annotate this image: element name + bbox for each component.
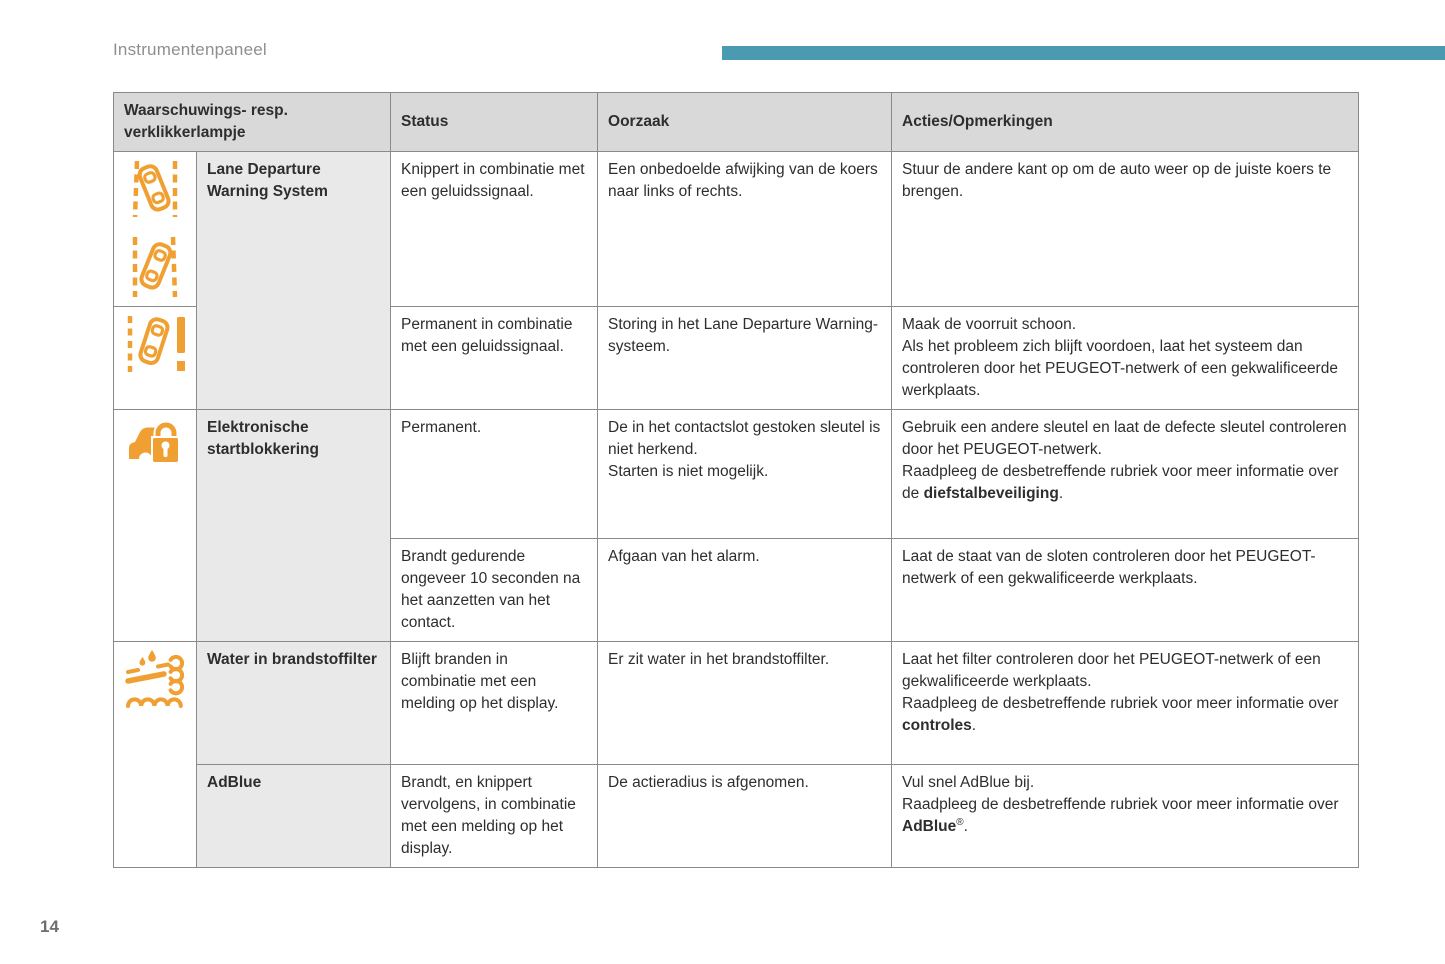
cause-text: Er zit water in het brandstoffilter. <box>608 651 830 668</box>
cell-lamp-icons <box>113 641 197 868</box>
cell-actions: Gebruik een andere sleutel en laat de de… <box>891 409 1360 539</box>
cell-lamp-icons <box>113 409 197 642</box>
actions-text: Maak de voorruit schoon. Als het problee… <box>902 316 1338 399</box>
status-text: Permanent in combinatie met een geluidss… <box>401 316 573 355</box>
lane-departure-fault-icon <box>127 316 185 372</box>
status-text: Blijft branden in combinatie met een mel… <box>401 651 559 712</box>
actions-text: Laat het filter controleren door het PEU… <box>902 651 1339 734</box>
table-row: Brandt gedurende ongeveer 10 seconden na… <box>114 538 1360 642</box>
cell-cause: Er zit water in het brandstoffilter. <box>597 641 893 765</box>
cell-actions: Laat de staat van de sloten controleren … <box>891 538 1360 642</box>
table-row: Water in brandstoffilter Blijft branden … <box>113 641 1360 868</box>
page-number: 14 <box>40 917 59 936</box>
lamp-name-label: Lane Departure Warning System <box>207 161 328 200</box>
status-text: Brandt gedurende ongeveer 10 seconden na… <box>401 548 581 631</box>
cell-status: Blijft branden in combinatie met een mel… <box>390 641 599 765</box>
actions-text: Stuur de andere kant op om de auto weer … <box>902 161 1332 200</box>
cause-text: De in het contactslot gestoken sleutel i… <box>608 419 881 480</box>
cell-status: Brandt gedurende ongeveer 10 seconden na… <box>390 538 599 642</box>
cause-text: Een onbedoelde afwijking van de koers na… <box>608 161 878 200</box>
col-header-status: Status <box>390 92 599 152</box>
actions-text: Gebruik een andere sleutel en laat de de… <box>902 419 1347 502</box>
lamp-name-label: Water in brandstoffilter <box>207 651 377 668</box>
table-header-row: Waarschuwings- resp. verklikkerlampje St… <box>112 92 1360 152</box>
lane-departure-right-icon <box>132 236 178 298</box>
cell-lamp-icons <box>113 151 197 307</box>
cell-cause: Afgaan van het alarm. <box>597 538 893 642</box>
water-in-fuel-filter-icon <box>125 650 185 708</box>
lamp-name-label: AdBlue <box>207 774 262 791</box>
cell-cause: Storing in het Lane Departure Warning-sy… <box>597 306 893 410</box>
cell-lamp-name: Water in brandstoffilter <box>195 641 392 765</box>
warning-lamp-table: Waarschuwings- resp. verklikkerlampje St… <box>112 92 1360 868</box>
actions-text: Laat de staat van de sloten controleren … <box>902 548 1316 587</box>
table-row: Elektronische startblokkering Permanent.… <box>113 409 1360 642</box>
lane-departure-left-icon <box>132 160 178 218</box>
status-text: Permanent. <box>401 419 482 436</box>
cell-actions: Maak de voorruit schoon. Als het problee… <box>891 306 1360 410</box>
status-text: Knippert in combinatie met een geluidssi… <box>401 161 585 200</box>
col-header-lamp: Waarschuwings- resp. verklikkerlampje <box>112 92 392 152</box>
cause-text: Afgaan van het alarm. <box>608 548 760 565</box>
cell-lamp-name: AdBlue <box>195 764 392 868</box>
immobilizer-lock-icon <box>129 420 180 464</box>
cell-status: Permanent. <box>390 409 599 539</box>
cell-cause: De in het contactslot gestoken sleutel i… <box>597 409 893 539</box>
col-header-actions: Acties/Opmerkingen <box>891 92 1360 152</box>
cell-actions: Stuur de andere kant op om de auto weer … <box>891 151 1360 307</box>
col-header-cause: Oorzaak <box>597 92 893 152</box>
cell-status: Knippert in combinatie met een geluidssi… <box>390 151 599 307</box>
status-text: Brandt, en knippert vervolgens, in combi… <box>401 774 576 857</box>
cell-lamp-name: Elektronische startblokkering <box>195 409 392 642</box>
table-row: Lane Departure Warning System Knippert i… <box>113 151 1360 410</box>
cell-actions: Vul snel AdBlue bij. Raadpleeg de desbet… <box>891 764 1360 868</box>
cell-cause: Een onbedoelde afwijking van de koers na… <box>597 151 893 307</box>
cell-actions: Laat het filter controleren door het PEU… <box>891 641 1360 765</box>
cell-status: Brandt, en knippert vervolgens, in combi… <box>390 764 599 868</box>
cell-lamp-icons <box>113 306 197 410</box>
header-accent-bar <box>722 46 1445 60</box>
cause-text: De actieradius is afgenomen. <box>608 774 809 791</box>
table-row: AdBlue Brandt, en knippert vervolgens, i… <box>114 764 1360 868</box>
page-title: Instrumentenpaneel <box>113 40 267 59</box>
cell-status: Permanent in combinatie met een geluidss… <box>390 306 599 410</box>
lamp-name-label: Elektronische startblokkering <box>207 419 319 458</box>
cell-lamp-name: Lane Departure Warning System <box>195 151 392 410</box>
cause-text: Storing in het Lane Departure Warning-sy… <box>608 316 878 355</box>
cell-cause: De actieradius is afgenomen. <box>597 764 893 868</box>
actions-text: Vul snel AdBlue bij. Raadpleeg de desbet… <box>902 774 1339 836</box>
